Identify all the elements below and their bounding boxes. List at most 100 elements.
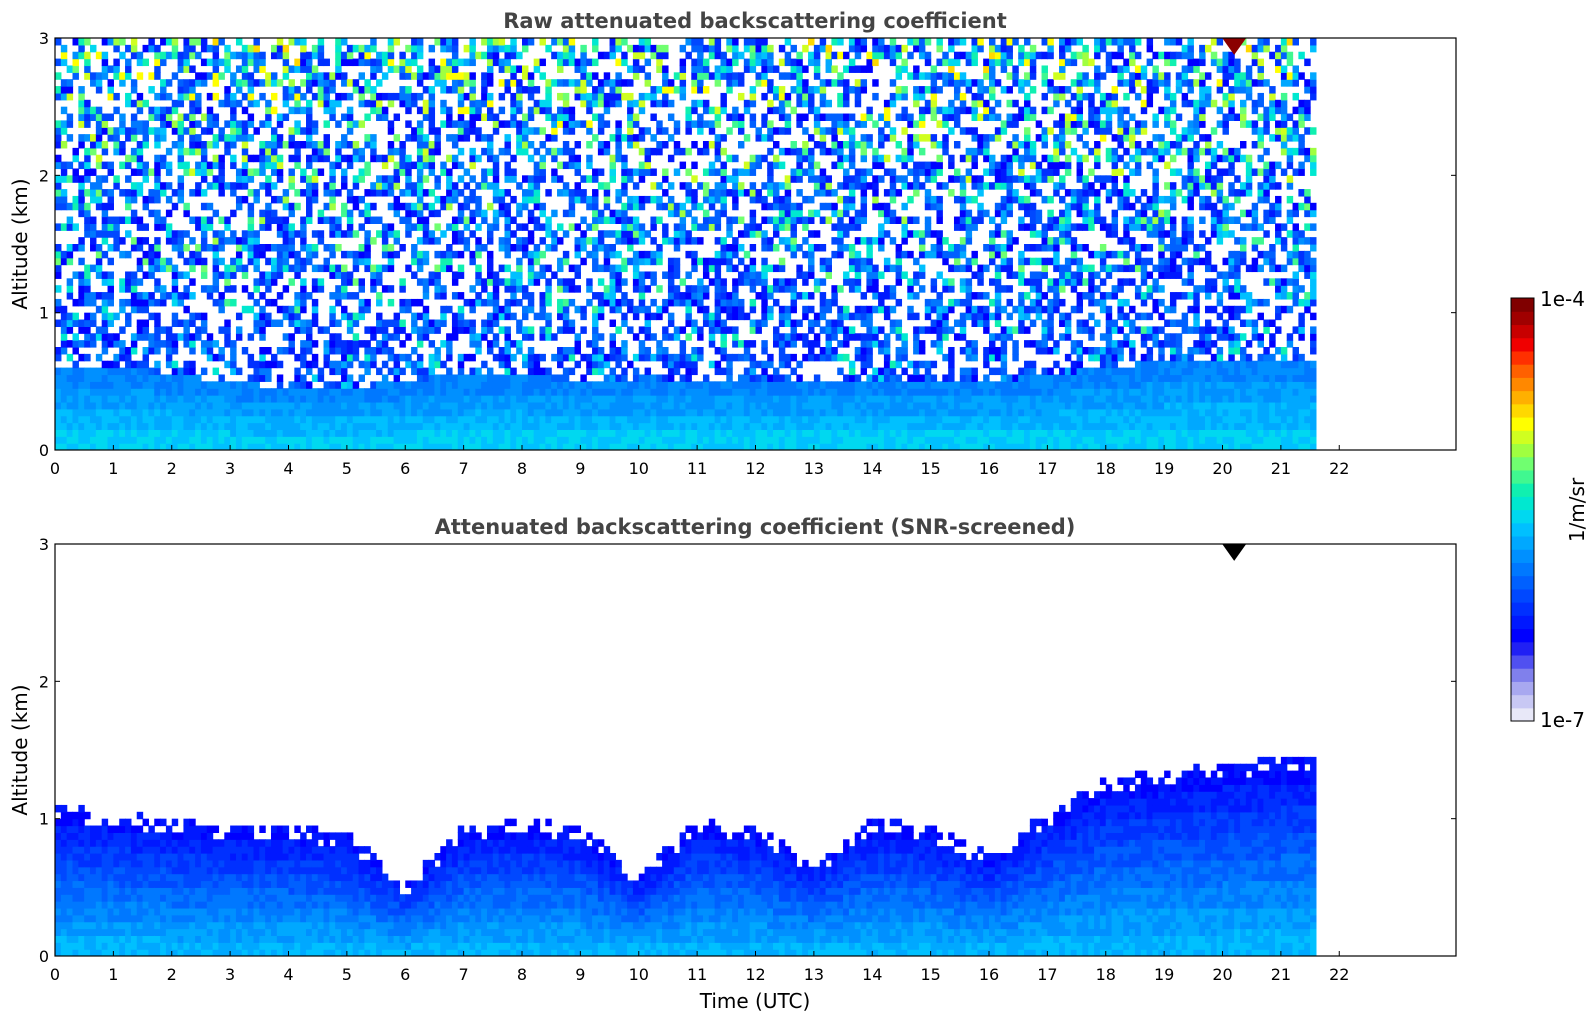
heatmap-cell [288, 141, 295, 149]
heatmap-cell [440, 161, 447, 170]
heatmap-cell [726, 175, 733, 183]
heatmap-cell [352, 333, 360, 341]
heatmap-cell [364, 443, 371, 450]
heatmap-cell [95, 422, 103, 430]
heatmap-cell [644, 381, 652, 389]
heatmap-cell [522, 195, 529, 204]
heatmap-cell [469, 44, 476, 53]
heatmap-cell [440, 58, 447, 67]
heatmap-cell [253, 401, 260, 410]
heatmap-cell [265, 367, 272, 376]
heatmap-cell [527, 443, 535, 450]
heatmap-cell [317, 285, 325, 293]
heatmap-cell [311, 408, 319, 417]
heatmap-cell [376, 388, 383, 396]
heatmap-cell [761, 340, 768, 348]
heatmap-cell [230, 408, 237, 417]
heatmap-cell [580, 175, 587, 183]
heatmap-cell [335, 388, 342, 396]
heatmap-cell [142, 58, 149, 67]
heatmap-cell [580, 381, 587, 389]
heatmap-cell [492, 168, 500, 176]
heatmap-cell [656, 58, 663, 67]
heatmap-cell [580, 72, 587, 80]
heatmap-cell [352, 44, 360, 53]
heatmap-cell [446, 436, 453, 444]
heatmap-cell [154, 216, 161, 224]
heatmap-cell [247, 86, 255, 94]
heatmap-cell [136, 223, 144, 231]
heatmap-cell [644, 347, 652, 355]
heatmap-cell [469, 127, 476, 135]
heatmap-cell [276, 161, 284, 170]
heatmap-cell [165, 360, 173, 369]
heatmap-cell [551, 237, 558, 245]
heatmap-cell [142, 388, 149, 396]
heatmap-cell [586, 127, 593, 135]
heatmap-cell [218, 305, 225, 314]
heatmap-cell [539, 443, 546, 450]
heatmap-cell [580, 99, 587, 108]
heatmap-cell [784, 333, 792, 341]
heatmap-cell [346, 340, 354, 348]
heatmap-cell [335, 120, 342, 128]
heatmap-cell [714, 216, 722, 224]
heatmap-cell [317, 51, 325, 60]
heatmap-cell [66, 292, 74, 300]
heatmap-cell [107, 443, 114, 450]
heatmap-cell [592, 436, 599, 444]
heatmap-cell [510, 401, 517, 410]
heatmap-cell [381, 161, 389, 170]
heatmap-cell [55, 285, 62, 293]
heatmap-cell [428, 395, 436, 403]
heatmap-cell [790, 244, 797, 252]
heatmap-cell [778, 347, 786, 355]
heatmap-cell [475, 381, 482, 389]
heatmap-cell [592, 86, 599, 94]
heatmap-cell [142, 161, 149, 170]
heatmap-cell [60, 429, 68, 437]
heatmap-cell [667, 443, 675, 450]
heatmap-cell [737, 168, 745, 176]
heatmap-cell [615, 141, 622, 149]
heatmap-cell [469, 38, 476, 46]
heatmap-cell [411, 388, 418, 396]
heatmap-cell [574, 360, 581, 369]
heatmap-cell [329, 305, 336, 314]
heatmap-cell [253, 443, 260, 450]
heatmap-cell [171, 106, 179, 115]
heatmap-cell [78, 44, 85, 53]
heatmap-cell [627, 401, 634, 410]
heatmap-cell [726, 257, 733, 266]
heatmap-cell [154, 223, 161, 231]
heatmap-cell [294, 141, 301, 149]
heatmap-cell [200, 408, 208, 417]
heatmap-cell [586, 278, 593, 286]
heatmap-cell [189, 237, 196, 245]
heatmap-cell [644, 319, 652, 327]
heatmap-cell [527, 395, 535, 403]
heatmap-cell [300, 381, 307, 389]
heatmap-cell [206, 106, 214, 115]
heatmap-cell [685, 127, 692, 135]
heatmap-cell [154, 443, 161, 450]
heatmap-cell [510, 367, 517, 376]
heatmap-cell [224, 443, 231, 450]
heatmap-cell [656, 395, 663, 403]
heatmap-cell [673, 120, 681, 128]
heatmap-cell [300, 353, 307, 362]
heatmap-cell [446, 134, 453, 142]
heatmap-cell [586, 120, 593, 128]
heatmap-cell [767, 264, 774, 273]
heatmap-cell [743, 422, 751, 430]
heatmap-cell [405, 175, 412, 183]
heatmap-cell [381, 72, 389, 80]
heatmap-cell [265, 141, 272, 149]
heatmap-cell [381, 58, 389, 67]
heatmap-cell [183, 51, 190, 60]
heatmap-cell [101, 223, 109, 231]
heatmap-cell [475, 250, 482, 259]
heatmap-cell [241, 285, 249, 293]
heatmap-cell [667, 99, 675, 108]
heatmap-cell [84, 285, 91, 293]
